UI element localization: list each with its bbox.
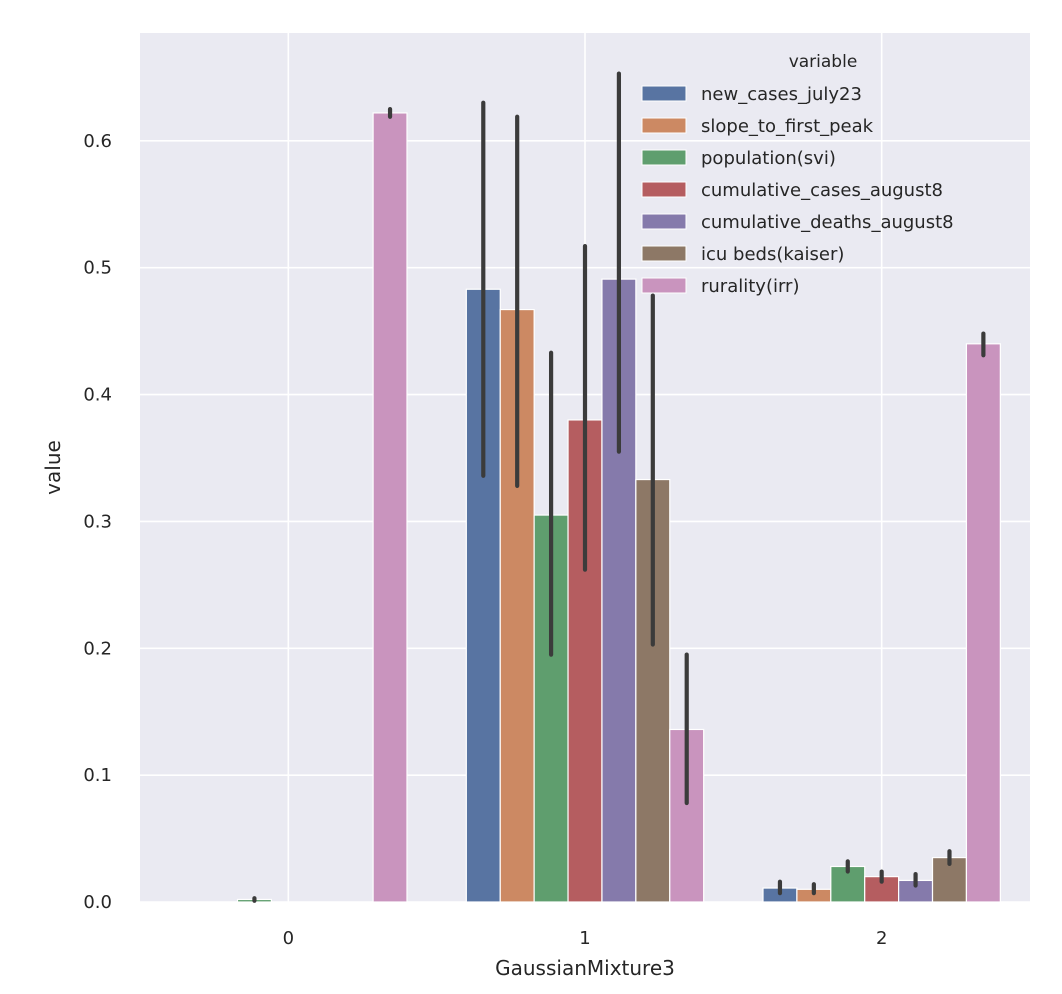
y-tick-label: 0.4 bbox=[83, 385, 112, 406]
y-tick-label: 0.0 bbox=[83, 892, 112, 913]
y-tick-label: 0.6 bbox=[83, 131, 112, 152]
y-tick-labels: 0.0 0.1 0.2 0.3 0.4 0.5 0.6 bbox=[83, 131, 112, 913]
x-tick-label: 0 bbox=[283, 928, 294, 949]
x-tick-labels: 0 1 2 bbox=[283, 928, 888, 949]
y-axis-label: value bbox=[41, 440, 65, 495]
legend-item-label: icu beds(kaiser) bbox=[701, 244, 844, 265]
legend-swatch bbox=[641, 245, 687, 262]
y-tick-label: 0.3 bbox=[83, 511, 112, 532]
legend-item-label: cumulative_deaths_august8 bbox=[701, 212, 954, 233]
y-tick-label: 0.5 bbox=[83, 258, 112, 279]
legend-swatch bbox=[641, 85, 687, 102]
error-bars bbox=[252, 71, 986, 903]
bar bbox=[635, 478, 671, 903]
legend-title: variable bbox=[789, 52, 858, 72]
legend-swatch bbox=[641, 117, 687, 134]
bar bbox=[372, 112, 408, 903]
bar bbox=[965, 343, 1001, 903]
legend-item-label: slope_to_first_peak bbox=[701, 116, 874, 137]
legend: variable new_cases_july23 slope_to_first_… bbox=[641, 52, 954, 297]
x-tick-label: 2 bbox=[876, 928, 887, 949]
x-axis-label: GaussianMixture3 bbox=[495, 956, 675, 980]
legend-item-label: new_cases_july23 bbox=[701, 84, 862, 105]
x-tick-label: 1 bbox=[579, 928, 590, 949]
legend-item-label: rurality(irr) bbox=[701, 276, 799, 297]
y-tick-label: 0.1 bbox=[83, 765, 112, 786]
legend-swatch bbox=[641, 213, 687, 230]
legend-swatch bbox=[641, 277, 687, 294]
legend-swatch bbox=[641, 181, 687, 198]
legend-item-label: cumulative_cases_august8 bbox=[701, 180, 943, 201]
y-tick-label: 0.2 bbox=[83, 638, 112, 659]
legend-item-label: population(svi) bbox=[701, 148, 836, 169]
legend-swatch bbox=[641, 149, 687, 166]
